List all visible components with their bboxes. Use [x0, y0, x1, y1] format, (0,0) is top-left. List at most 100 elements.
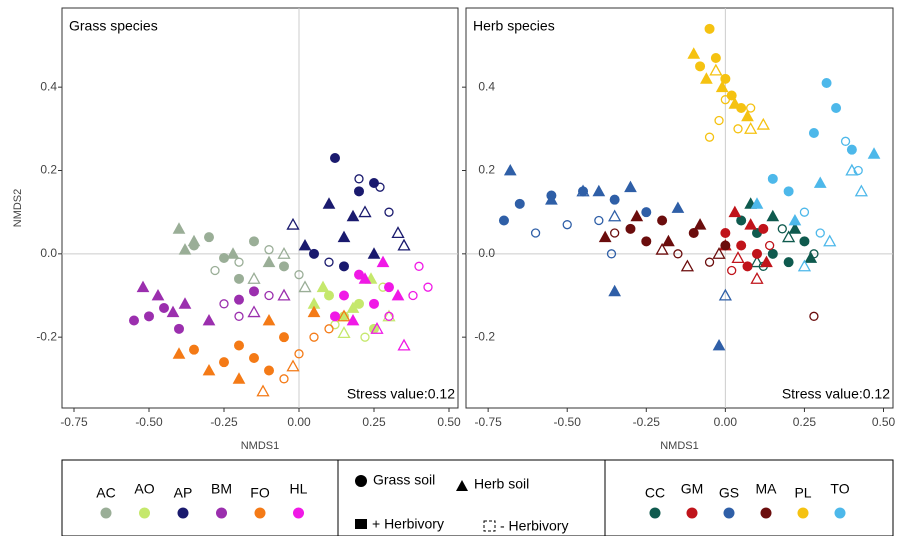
- point: [709, 63, 723, 76]
- x-tick-label: -0.75: [60, 415, 88, 429]
- point: [369, 298, 379, 309]
- point: [264, 245, 274, 255]
- point: [247, 305, 261, 318]
- legend-swatch: [293, 507, 304, 519]
- legend-herb-soil-icon: [456, 480, 468, 491]
- point: [718, 288, 732, 301]
- point: [262, 313, 276, 326]
- point: [234, 340, 244, 351]
- point: [610, 228, 620, 238]
- point: [797, 259, 812, 272]
- point: [330, 153, 340, 163]
- point: [204, 232, 214, 243]
- point: [608, 209, 622, 222]
- point: [247, 271, 261, 284]
- legend-label: HL: [290, 481, 308, 497]
- legend-label: FO: [250, 485, 270, 501]
- x-tick-label: 0.50: [872, 415, 896, 429]
- plot-frame: [61, 7, 459, 409]
- point: [845, 163, 859, 176]
- point: [867, 147, 881, 159]
- point: [219, 357, 229, 368]
- point: [316, 280, 330, 293]
- plot-frame: [465, 7, 894, 409]
- point: [608, 284, 622, 297]
- point: [624, 180, 637, 193]
- point: [788, 213, 802, 226]
- point: [700, 72, 713, 84]
- point: [367, 247, 381, 259]
- y-axis-label: NMDS2: [12, 189, 24, 228]
- point: [376, 255, 390, 268]
- x-axis-label: NMDS1: [660, 440, 699, 452]
- y-tick-label: 0.2: [40, 163, 57, 177]
- point: [823, 234, 837, 247]
- point: [279, 374, 289, 384]
- point: [354, 298, 364, 309]
- point: [219, 299, 229, 309]
- point: [630, 209, 644, 222]
- legend-label: AO: [134, 481, 154, 497]
- point: [782, 230, 796, 243]
- point: [804, 251, 818, 263]
- point: [606, 249, 617, 259]
- point: [576, 184, 590, 197]
- point: [498, 215, 509, 226]
- legend-herb-soil: Herb soil: [474, 476, 529, 492]
- point: [234, 294, 244, 305]
- point: [715, 80, 729, 93]
- point: [298, 238, 312, 251]
- point: [354, 174, 364, 184]
- point: [151, 288, 165, 301]
- legend-minus-icon: [483, 520, 496, 532]
- point: [354, 269, 364, 280]
- legend-label: MA: [756, 481, 778, 497]
- point: [279, 261, 289, 272]
- point: [202, 363, 216, 376]
- point: [286, 217, 300, 230]
- point: [815, 228, 825, 238]
- point: [712, 246, 726, 259]
- point: [767, 248, 778, 259]
- point: [298, 280, 312, 293]
- point: [712, 338, 726, 351]
- point: [202, 313, 216, 326]
- point: [731, 251, 745, 264]
- point: [166, 305, 180, 318]
- point: [384, 207, 394, 217]
- point: [210, 265, 220, 276]
- point: [354, 186, 364, 197]
- point: [760, 255, 773, 268]
- point: [695, 61, 706, 72]
- legend-swatch: [686, 507, 698, 519]
- legend-swatch: [760, 507, 772, 519]
- point: [286, 359, 300, 372]
- legend-swatch: [177, 507, 189, 519]
- point: [294, 349, 304, 359]
- point: [788, 222, 802, 234]
- point: [846, 144, 857, 155]
- point: [821, 78, 832, 88]
- point: [249, 286, 259, 297]
- point: [545, 193, 558, 205]
- point: [756, 117, 770, 130]
- point: [324, 290, 334, 301]
- point: [728, 97, 742, 109]
- point: [767, 173, 778, 184]
- legend-label: CC: [645, 485, 665, 501]
- point: [178, 243, 192, 255]
- point: [750, 255, 764, 268]
- point: [783, 257, 794, 268]
- point: [408, 290, 418, 301]
- x-tick-label: 0.25: [362, 415, 386, 429]
- point: [744, 218, 758, 230]
- point: [370, 321, 384, 334]
- point: [704, 23, 715, 34]
- point: [783, 186, 794, 197]
- x-tick-label: -0.25: [633, 415, 661, 429]
- point: [159, 303, 169, 313]
- point: [264, 290, 274, 301]
- point: [592, 184, 606, 197]
- point: [397, 238, 411, 251]
